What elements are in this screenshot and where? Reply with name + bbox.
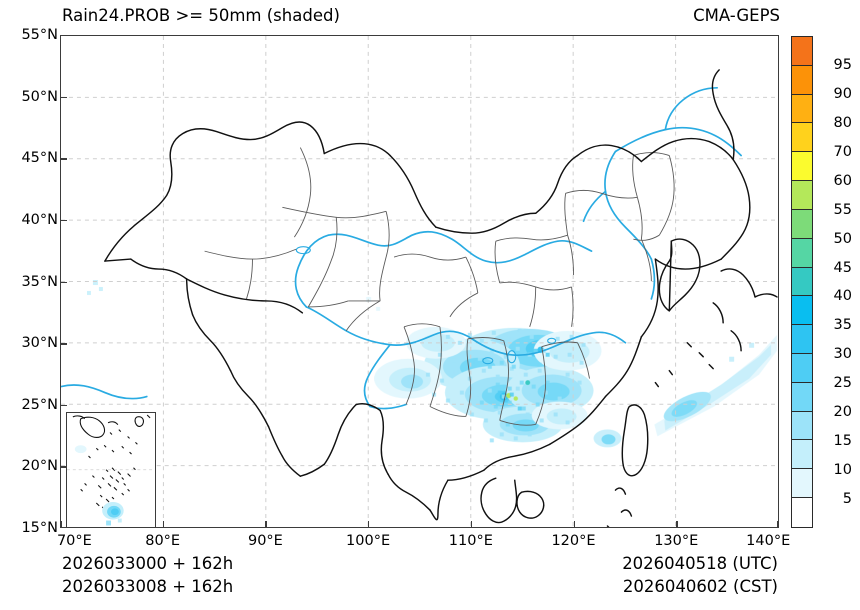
inset-svg [67, 414, 155, 526]
lon-tick-label: 80°E [145, 533, 181, 549]
init-time-utc: 2026033000 + 162h [62, 554, 234, 573]
river-layer [61, 86, 742, 410]
colorbar-band [792, 65, 812, 95]
colorbar-tick-label: 70 [833, 143, 852, 160]
valid-time-utc: 2026040518 (UTC) [622, 554, 778, 573]
colorbar-tick-label: 40 [833, 288, 852, 305]
lat-tick-label: 25°N [21, 396, 58, 413]
national-border-layer [104, 69, 778, 527]
lat-tick-label: 40°N [21, 211, 58, 228]
probability-colorbar[interactable] [791, 36, 813, 528]
lat-tick-label: 45°N [21, 150, 58, 167]
colorbar-band [792, 498, 812, 527]
colorbar-band [792, 325, 812, 354]
grid-lines [61, 36, 778, 527]
colorbar-band [792, 37, 812, 66]
colorbar-band [792, 267, 812, 297]
colorbar-tick-label: 45 [833, 259, 852, 276]
south-china-sea-inset[interactable] [66, 412, 156, 527]
colorbar-tick-label: 35 [833, 317, 852, 334]
colorbar-band [792, 209, 812, 239]
lon-tick-label: 100°E [346, 533, 391, 549]
province-border-layer [204, 147, 675, 426]
lake-layer [295, 246, 557, 365]
colorbar-band [792, 469, 812, 498]
lat-tick-label: 15°N [21, 520, 58, 536]
colorbar-tick-label: 15 [833, 433, 852, 450]
colorbar-band [792, 296, 812, 326]
colorbar-tick-label: 20 [833, 404, 852, 421]
map-svg [61, 36, 778, 527]
lat-tick-label: 50°N [21, 88, 58, 105]
colorbar-tick-label: 25 [833, 375, 852, 392]
colorbar-band [792, 152, 812, 182]
lon-tick-label: 120°E [551, 533, 596, 549]
colorbar-band [792, 440, 812, 470]
colorbar-band [792, 411, 812, 441]
latitude-tickmarks [53, 35, 67, 528]
colorbar-tick-label: 55 [833, 201, 852, 218]
longitude-tickmarks [60, 521, 779, 535]
lon-tick-label: 90°E [247, 533, 283, 549]
colorbar-band [792, 382, 812, 412]
colorbar-band [792, 353, 812, 383]
colorbar-tick-label: 80 [833, 114, 852, 131]
page-title: Rain24.PROB >= 50mm (shaded) [62, 6, 340, 25]
lat-tick-label: 20°N [21, 458, 58, 475]
valid-time-cst: 2026040602 (CST) [622, 577, 778, 596]
lat-tick-label: 35°N [21, 273, 58, 290]
colorbar-tick-label: 60 [833, 172, 852, 189]
colorbar-tick-label: 30 [833, 346, 852, 363]
colorbar-tick-label: 95 [833, 56, 852, 73]
longitude-axis: 70°E 80°E 90°E 100°E 110°E 120°E 130°E 1… [56, 533, 790, 553]
lon-tick-label: 130°E [654, 533, 699, 549]
lon-tick-label: 140°E [746, 533, 791, 549]
colorbar-tick-label: 10 [833, 462, 852, 479]
init-time-cst: 2026033008 + 162h [62, 577, 234, 596]
lat-tick-label: 30°N [21, 335, 58, 352]
colorbar-band [792, 238, 812, 268]
colorbar-tick-label: 5 [842, 491, 852, 508]
colorbar-tick-label: 90 [833, 85, 852, 102]
latitude-axis: 55°N 50°N 45°N 40°N 35°N 30°N 25°N 20°N … [6, 27, 58, 536]
lon-tick-label: 110°E [448, 533, 493, 549]
colorbar-tick-labels: 95 90 80 70 60 55 50 45 40 35 30 25 20 15 10 5 [818, 36, 858, 528]
map-canvas[interactable] [60, 35, 779, 528]
lat-tick-label: 55°N [21, 27, 58, 43]
colorbar-tick-label: 50 [833, 230, 852, 247]
colorbar-band [792, 181, 812, 210]
model-label: CMA-GEPS [693, 6, 780, 25]
colorbar-band [792, 94, 812, 124]
colorbar-band [792, 123, 812, 153]
inset-precip-shading [74, 445, 124, 526]
lon-tick-label: 70°E [56, 533, 92, 549]
